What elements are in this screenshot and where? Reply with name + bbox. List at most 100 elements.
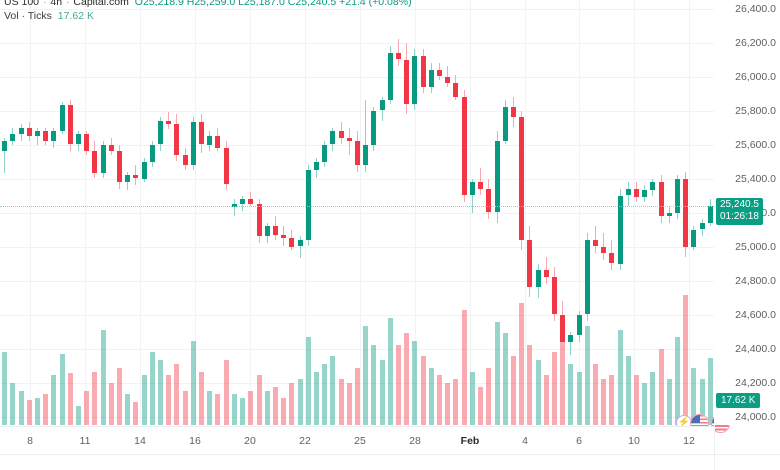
volume-bar xyxy=(232,394,237,425)
volume-bar xyxy=(43,394,48,425)
volume-bar xyxy=(224,360,229,425)
candle-wick xyxy=(135,164,136,186)
candle-body xyxy=(412,56,417,104)
volume-bar xyxy=(683,295,688,425)
current-price-line xyxy=(0,206,714,207)
candle-body xyxy=(257,204,262,237)
volume-bar xyxy=(150,352,155,425)
volume-bar xyxy=(117,367,122,425)
candle-body xyxy=(511,107,516,118)
candle-body xyxy=(19,127,24,135)
time-axis-tick: 22 xyxy=(299,435,311,447)
candle-wick xyxy=(365,100,366,172)
candle-body xyxy=(232,204,237,208)
volume-bar xyxy=(68,373,73,425)
horizontal-gridline xyxy=(0,9,714,10)
candle-body xyxy=(495,141,500,213)
volume-bar xyxy=(478,386,483,425)
candle-body xyxy=(577,314,582,335)
vertical-gridline xyxy=(634,0,635,425)
vertical-gridline xyxy=(525,0,526,425)
candle-wick xyxy=(603,232,604,261)
volume-bar xyxy=(322,363,327,425)
candle-body xyxy=(240,198,245,204)
volume-bar xyxy=(429,367,434,425)
candle-body xyxy=(322,144,327,162)
price-axis-tick: 25,600.0 xyxy=(735,138,776,151)
volume-bar xyxy=(577,371,582,425)
price-axis-tick: 24,800.0 xyxy=(735,274,776,287)
candle-body xyxy=(133,175,138,179)
candle-body xyxy=(380,100,385,111)
volume-bar xyxy=(371,344,376,425)
volume-bar xyxy=(388,318,393,425)
vertical-gridline xyxy=(305,0,306,425)
volume-bar xyxy=(495,321,500,425)
candle-body xyxy=(224,147,229,184)
vertical-gridline xyxy=(85,0,86,425)
horizontal-gridline xyxy=(0,315,714,316)
volume-bar xyxy=(453,379,458,425)
candle-body xyxy=(174,124,179,155)
candle-body xyxy=(191,122,196,165)
time-axis-tick: 28 xyxy=(409,435,421,447)
price-axis-tick: 25,000.0 xyxy=(735,240,776,253)
vertical-gridline xyxy=(360,0,361,425)
candle-body xyxy=(486,188,491,213)
volume-bar xyxy=(133,402,138,425)
time-axis-bottom-border xyxy=(0,454,780,455)
candle-body xyxy=(634,188,639,198)
volume-bar xyxy=(601,379,606,425)
candle-body xyxy=(35,130,40,136)
candle-body xyxy=(560,314,565,342)
candle-body xyxy=(298,239,303,247)
candle-body xyxy=(371,110,376,145)
candle-body xyxy=(478,181,483,189)
candle-body xyxy=(593,239,598,247)
candle-body xyxy=(281,234,286,238)
horizontal-gridline xyxy=(0,43,714,44)
volume-bar xyxy=(691,367,696,425)
volume-bar xyxy=(568,363,573,425)
chart-plot-area[interactable] xyxy=(0,0,714,425)
volume-bar xyxy=(339,379,344,425)
candle-body xyxy=(166,120,171,125)
volume-bar xyxy=(298,379,303,425)
price-axis-tick: 26,400.0 xyxy=(735,2,776,15)
volume-bar xyxy=(10,383,15,425)
time-axis[interactable]: 8 11 14 16 20 22 25 28 Feb 4 6 10 12 xyxy=(0,426,714,454)
candle-wick xyxy=(4,137,5,174)
volume-bar xyxy=(158,360,163,425)
candle-body xyxy=(626,188,631,196)
horizontal-gridline xyxy=(0,213,714,214)
volume-bar xyxy=(700,379,705,425)
candle-body xyxy=(51,130,56,142)
candle-body xyxy=(536,270,541,288)
current-price-badge[interactable]: 25,240.5 01:26:18 xyxy=(716,197,763,225)
volume-bar xyxy=(421,356,426,425)
candle-body xyxy=(43,130,48,142)
volume-bar xyxy=(560,340,565,425)
horizontal-gridline xyxy=(0,77,714,78)
price-axis[interactable]: 26,400.0 26,200.0 26,000.0 25,800.0 25,600.0… xyxy=(714,0,780,425)
candle-body xyxy=(708,205,713,223)
volume-bar xyxy=(109,383,114,425)
candle-wick xyxy=(349,127,350,155)
time-axis-tick: 11 xyxy=(79,435,91,447)
candle-wick xyxy=(300,236,301,259)
candle-wick xyxy=(570,331,571,356)
volume-bar xyxy=(470,371,475,425)
candle-body xyxy=(60,105,65,131)
candle-body xyxy=(396,52,401,60)
candle-body xyxy=(519,117,524,240)
horizontal-gridline xyxy=(0,417,714,418)
volume-badge[interactable]: 17.62 K xyxy=(716,393,761,408)
volume-bar xyxy=(437,375,442,425)
candle-body xyxy=(347,137,352,142)
candle-body xyxy=(363,144,368,165)
volume-bar xyxy=(355,367,360,425)
time-axis-tick: 25 xyxy=(354,435,366,447)
candle-body xyxy=(618,195,623,264)
volume-histogram xyxy=(2,295,713,425)
candle-body xyxy=(404,59,409,104)
